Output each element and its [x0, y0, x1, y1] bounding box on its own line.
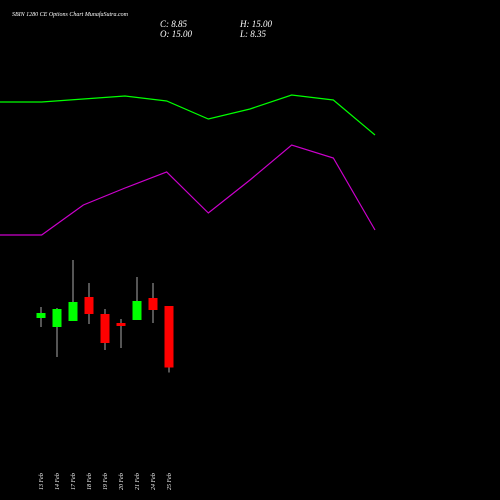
x-tick-label: 17 Feb [71, 473, 77, 490]
open-text: O: 15.00 [160, 29, 192, 39]
x-tick-label: 21 Feb [135, 473, 141, 490]
candle-body [68, 302, 78, 321]
x-tick-label: 20 Feb [119, 473, 125, 490]
candle-body [36, 313, 46, 318]
candle-body [52, 309, 62, 327]
low-text: L: 8.35 [239, 29, 267, 39]
x-tick-label: 25 Feb [167, 473, 173, 490]
x-tick-label: 14 Feb [54, 473, 61, 490]
indicator-line [0, 144, 376, 236]
x-tick-label: 19 Feb [103, 473, 109, 490]
candle-body [100, 314, 110, 343]
candle-body [132, 301, 142, 320]
x-tick-label: 13 Feb [39, 473, 45, 490]
chart-title: SBIN 1280 CE Options Chart MunafaSutra.c… [12, 11, 129, 18]
candle-body [116, 323, 126, 326]
high-text: H: 15.00 [239, 19, 272, 29]
candle-body [84, 297, 94, 314]
indicator-line [0, 94, 376, 136]
x-tick-label: 24 Feb [150, 473, 157, 490]
x-tick-label: 18 Feb [87, 473, 93, 490]
close-text: C: 8.85 [160, 19, 188, 29]
candle-body [148, 298, 158, 310]
candle-body [164, 306, 174, 368]
